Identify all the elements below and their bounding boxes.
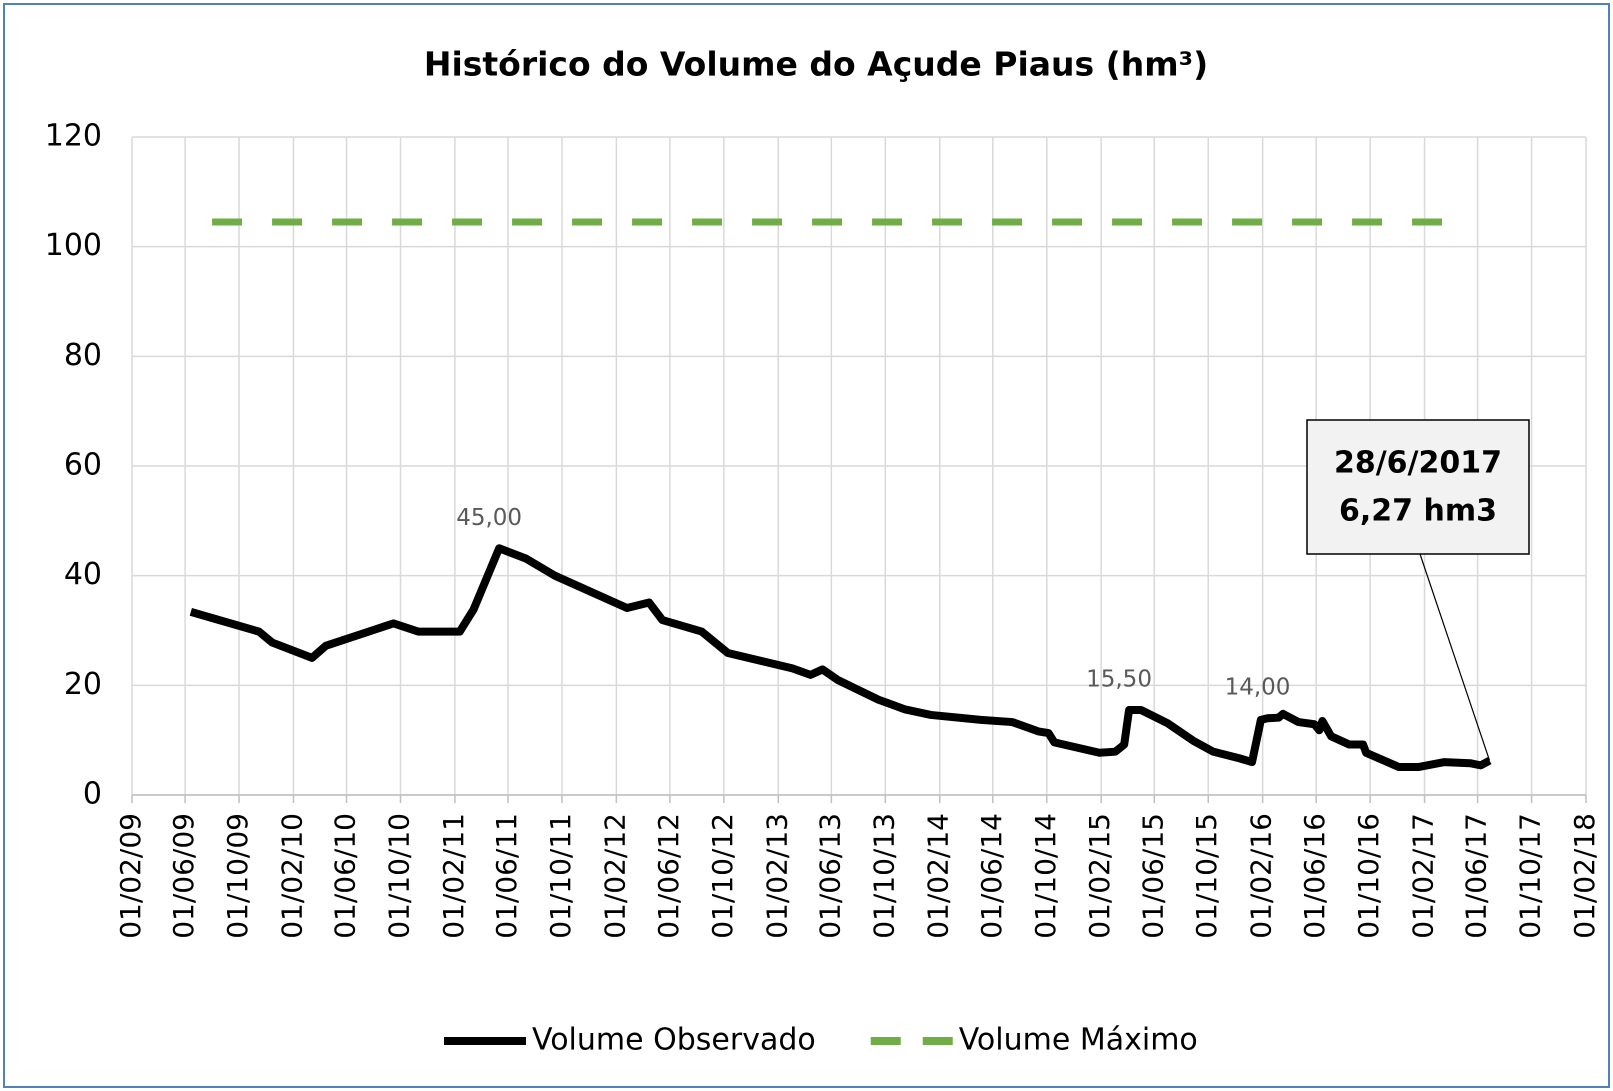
data-label: 14,00	[1225, 675, 1291, 701]
callout-leader	[1419, 553, 1491, 761]
data-label: 15,50	[1086, 667, 1152, 693]
x-tick-label: 01/06/09	[167, 813, 200, 939]
x-tick-label: 01/06/15	[1136, 813, 1169, 939]
x-tick-label: 01/10/13	[867, 813, 900, 939]
x-tick-label: 01/10/15	[1190, 813, 1223, 939]
x-tick-label: 01/06/11	[490, 813, 523, 939]
y-tick-label: 80	[64, 338, 102, 373]
x-tick-label: 01/02/16	[1245, 813, 1278, 939]
x-tick-label: 01/02/15	[1083, 813, 1116, 939]
y-tick-label: 60	[64, 448, 102, 483]
x-tick-label: 01/02/09	[114, 813, 147, 939]
y-tick-label: 20	[64, 667, 102, 702]
x-tick-label: 01/10/10	[383, 813, 416, 939]
series-line	[189, 544, 1492, 772]
x-tick-label: 01/10/09	[221, 813, 254, 939]
x-tick-label: 01/02/12	[598, 813, 631, 939]
y-tick-label: 120	[45, 119, 102, 154]
x-tick-label: 01/06/14	[975, 813, 1008, 939]
x-tick-label: 01/06/16	[1298, 813, 1331, 939]
x-tick-label: 01/10/12	[706, 813, 739, 939]
y-tick-label: 40	[64, 557, 102, 592]
callout-text: 6,27 hm3	[1339, 494, 1497, 529]
x-tick-label: 01/02/13	[760, 813, 793, 939]
chart-title: Histórico do Volume do Açude Piaus (hm³)	[424, 45, 1208, 84]
x-tick-label: 01/10/11	[544, 813, 577, 939]
y-tick-label: 100	[45, 228, 102, 263]
x-tick-label: 01/02/17	[1407, 813, 1440, 939]
x-tick-label: 01/06/12	[652, 813, 685, 939]
data-label: 45,00	[456, 505, 522, 531]
x-tick-label: 01/06/13	[813, 813, 846, 939]
callout-text: 28/6/2017	[1334, 446, 1502, 481]
legend-label: Volume Máximo	[959, 1023, 1198, 1058]
x-tick-label: 01/02/14	[922, 813, 955, 939]
y-tick-label: 0	[83, 777, 102, 812]
x-tick-label: 01/02/18	[1568, 813, 1601, 939]
x-tick-label: 01/02/10	[275, 813, 308, 939]
x-tick-label: 01/10/14	[1029, 813, 1062, 939]
x-tick-label: 01/02/11	[437, 813, 470, 939]
x-tick-label: 01/10/16	[1352, 813, 1385, 939]
callout-box	[1306, 419, 1530, 555]
x-tick-label: 01/06/10	[329, 813, 362, 939]
x-tick-label: 01/10/17	[1514, 813, 1547, 939]
x-tick-label: 01/06/17	[1460, 813, 1493, 939]
legend-label: Volume Observado	[532, 1023, 816, 1058]
